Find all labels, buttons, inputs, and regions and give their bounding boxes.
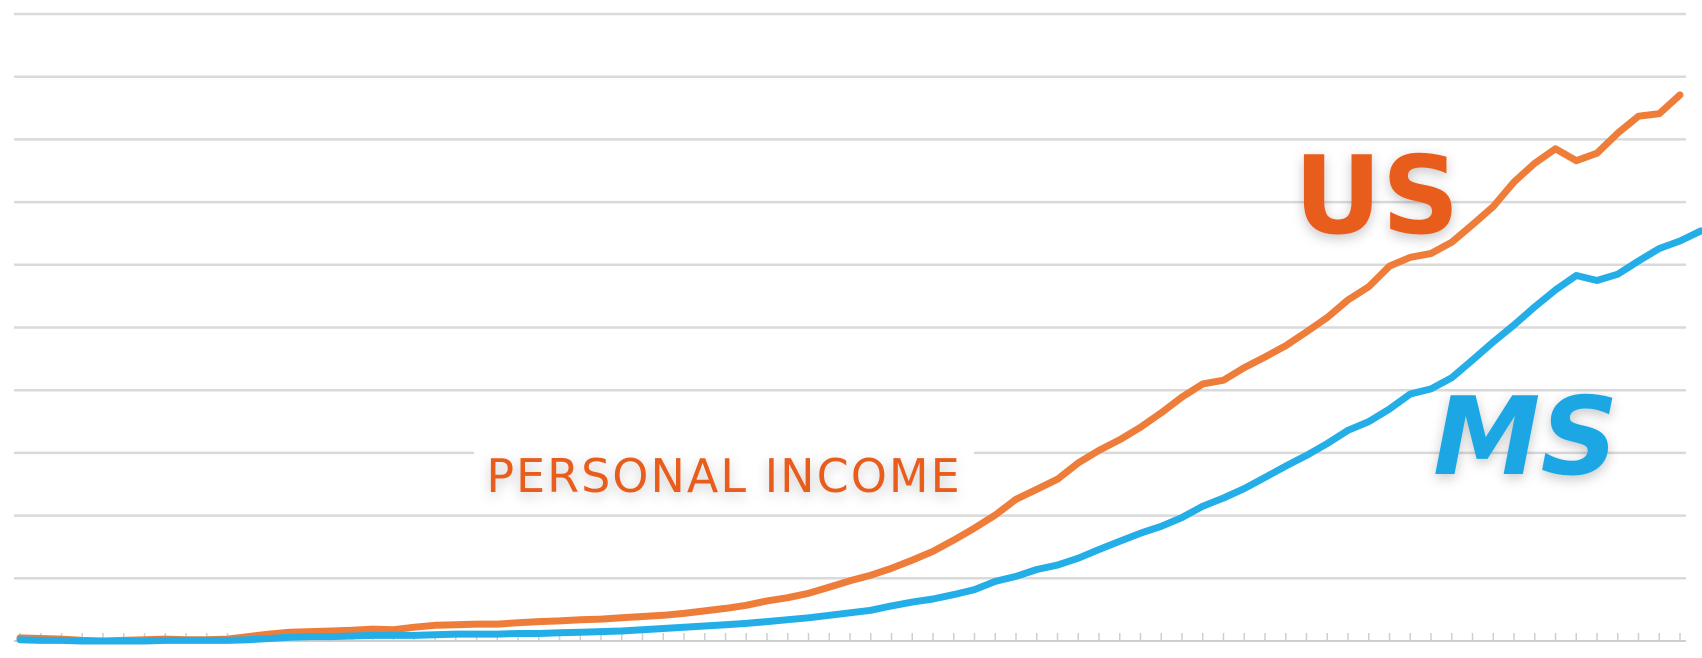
series-lines (16, 91, 1702, 645)
series-label-ms: MS (1433, 375, 1618, 500)
gridlines (14, 12, 1686, 580)
series-label-us: US (1294, 134, 1459, 259)
chart-title-background (474, 445, 974, 507)
series-line-us (16, 91, 1684, 645)
chart-title-group: PERSONAL INCOME (474, 445, 974, 507)
series-line-ms (16, 227, 1702, 645)
chart-title: PERSONAL INCOME (486, 449, 961, 503)
series-labels: US MS (1294, 134, 1618, 500)
